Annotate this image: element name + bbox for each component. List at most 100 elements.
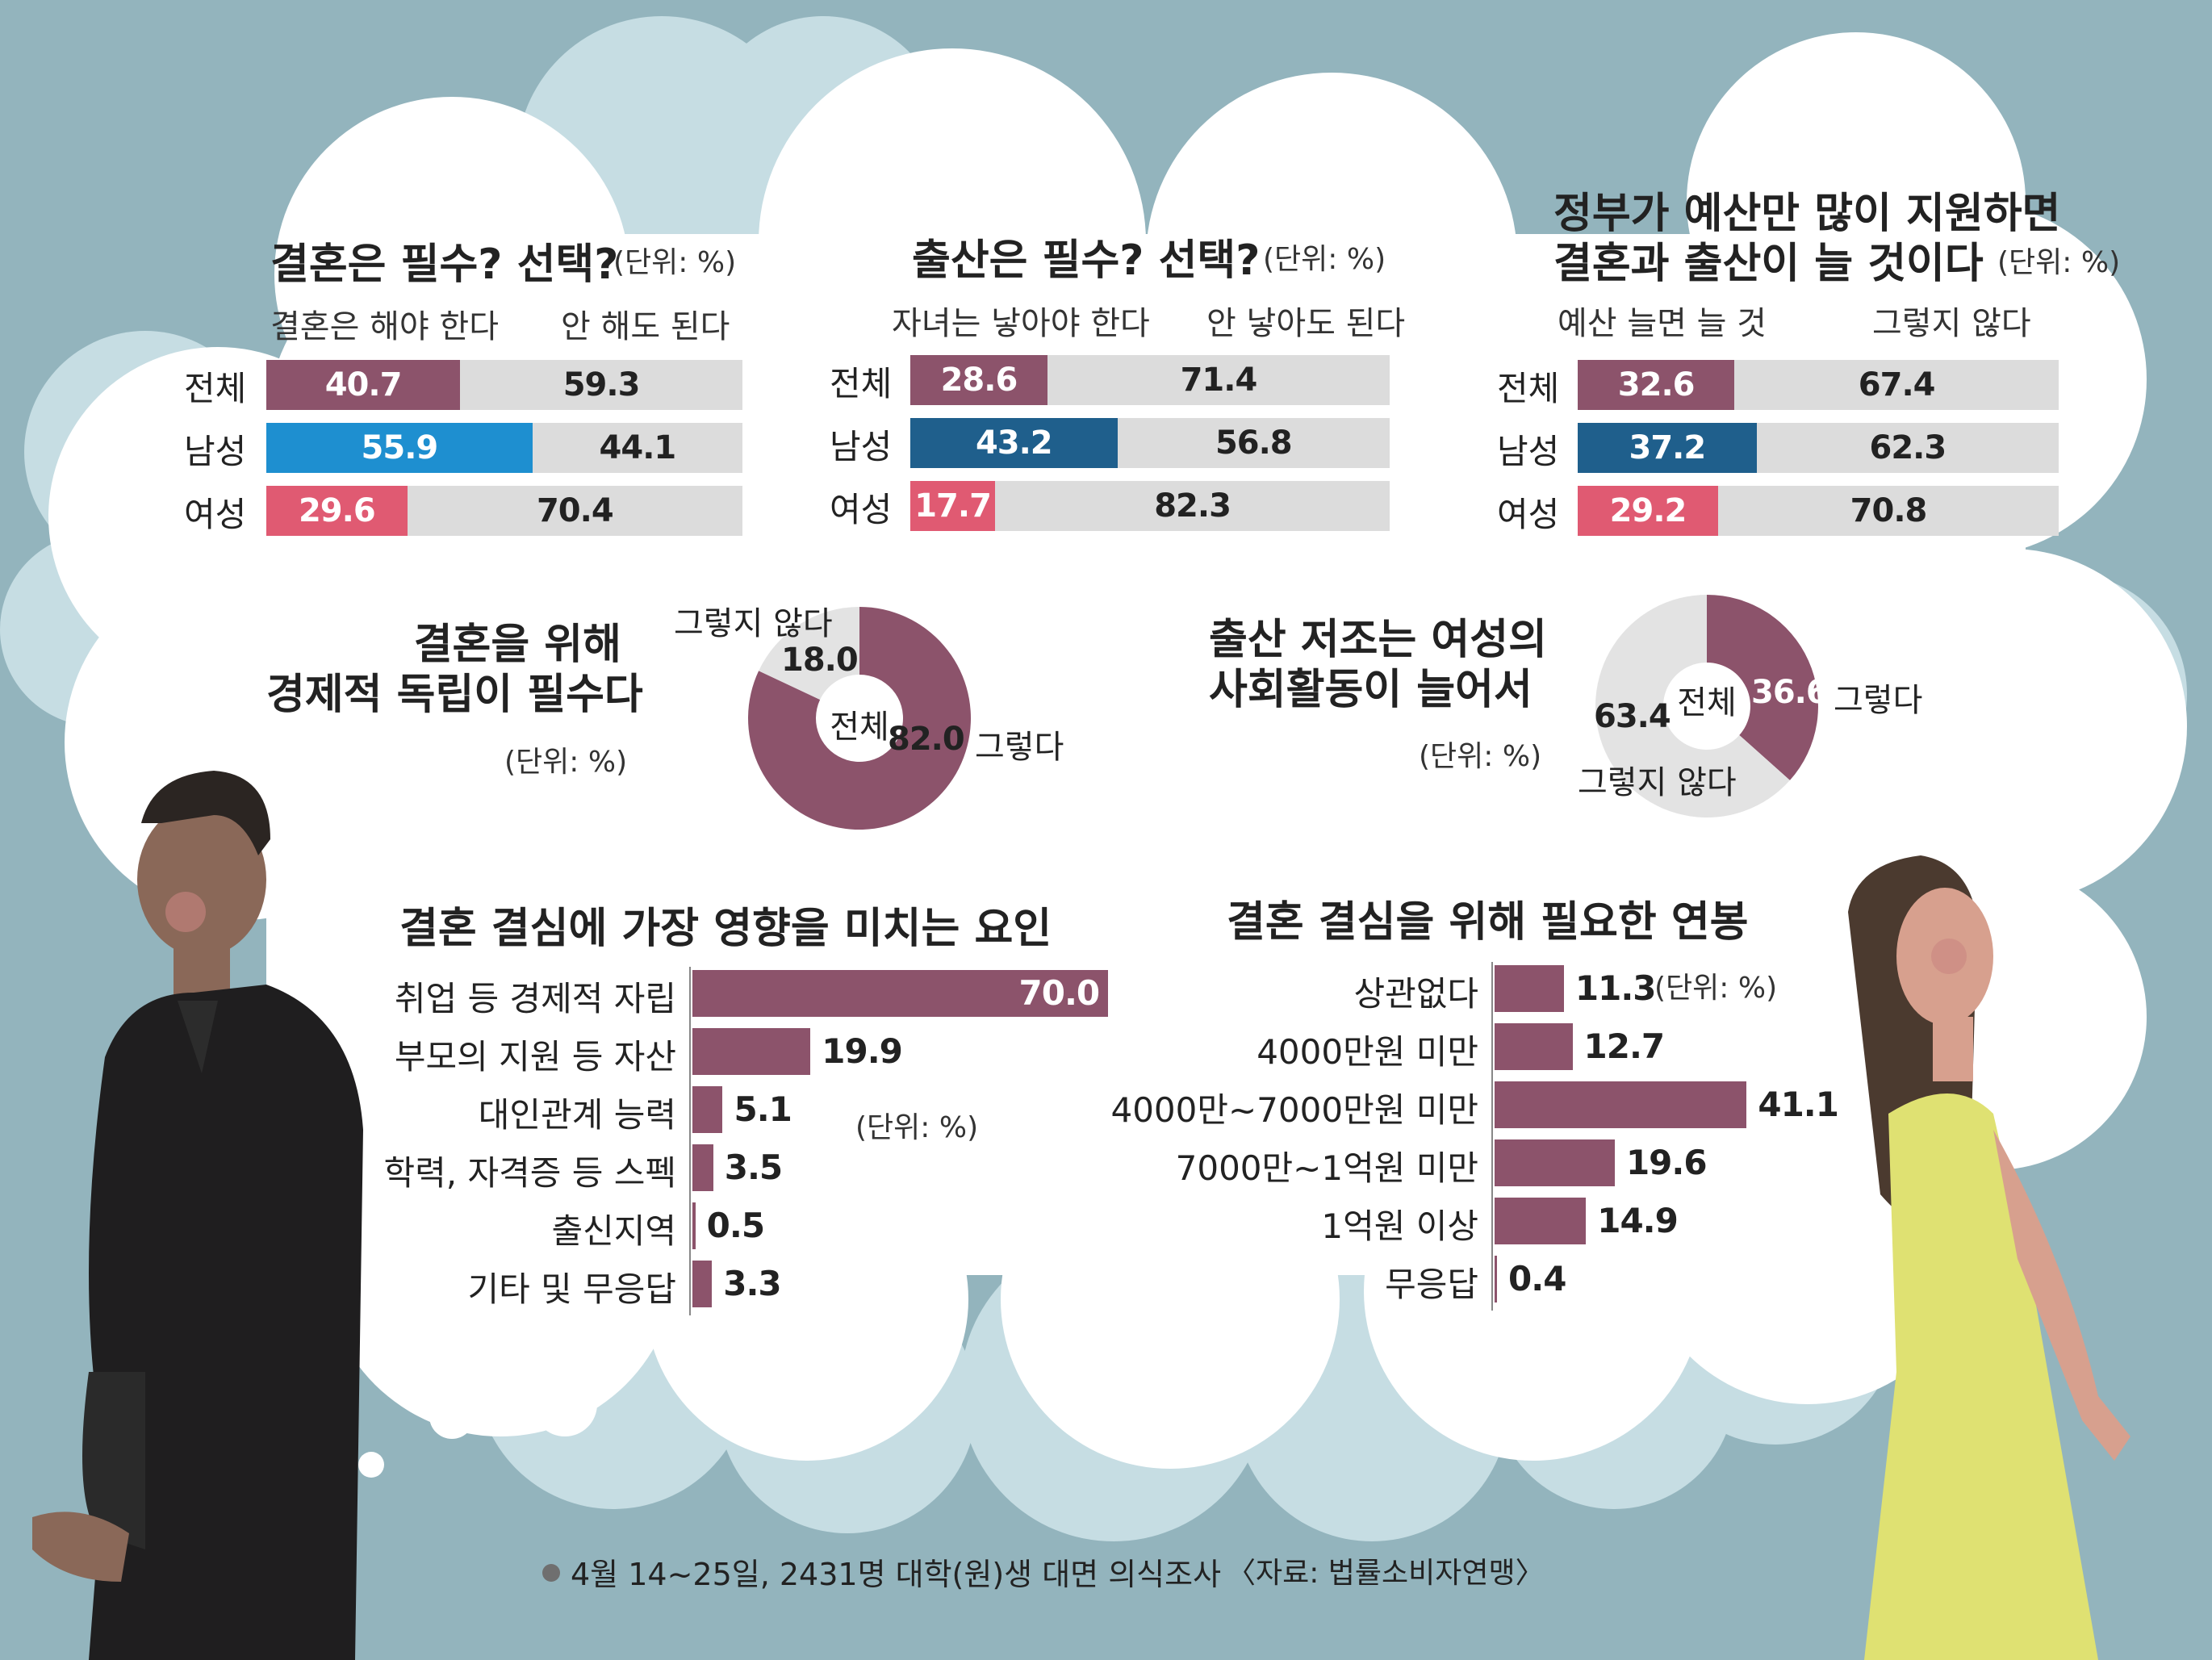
- chart3-title-line1: 정부가 예산만 많이 지원하면: [1553, 190, 2061, 238]
- remainder-value-0: 59.3: [562, 366, 641, 404]
- chart3-title-line2: 결혼과 출산이 늘 것이다: [1553, 240, 1984, 288]
- bar-label-1: 부모의 지원 등 자산: [394, 1037, 676, 1077]
- row-label-1: 남성: [1497, 432, 1560, 471]
- bar-track-0: 28.6 71.4: [910, 355, 1390, 405]
- bar-value-1: 19.9: [822, 1031, 903, 1071]
- donut1-no-label: 그렇지 않다: [674, 605, 833, 642]
- donut2-title-line1: 출산 저조는 여성의: [1209, 616, 1547, 664]
- man-illustration: [32, 771, 363, 1660]
- remainder-value-1: 44.1: [599, 429, 677, 466]
- chart2-series2-header: 안 낳아도 된다: [1206, 305, 1406, 342]
- salary-unit: (단위: %): [1654, 972, 1778, 1005]
- donut2-no-value: 63.4: [1594, 698, 1671, 735]
- donut2: [1595, 595, 1818, 817]
- remainder-value-2: 82.3: [1154, 487, 1231, 525]
- bar-track-1: 37.2 62.3: [1578, 423, 2059, 473]
- bar-value-2: 41.1: [1758, 1085, 1839, 1124]
- row-label-1: 남성: [830, 427, 893, 466]
- bar-label-2: 대인관계 능력: [478, 1095, 676, 1135]
- donut1-center-label: 전체: [830, 709, 889, 746]
- bar-label-5: 무응답: [1385, 1265, 1478, 1304]
- donut2-slice-no: [1595, 595, 1790, 817]
- bar-track-2: 29.6 70.4: [266, 486, 742, 536]
- footer-source: 〈자료: 법률소비자연맹〉: [1227, 1557, 1545, 1590]
- bar-track-0: 40.7 59.3: [266, 360, 742, 410]
- row-label-2: 여성: [1497, 495, 1560, 534]
- factors-title: 결혼 결심에 가장 영향을 미치는 요인: [399, 905, 1052, 953]
- bar-4: [1495, 1198, 1587, 1244]
- chart1-unit: (단위: %): [613, 246, 737, 279]
- bar-value-0: 11.3: [1574, 968, 1657, 1008]
- bar-fill-0: [266, 360, 461, 410]
- remainder-value-0: 71.4: [1180, 362, 1258, 399]
- bar-label-4: 1억원 이상: [1321, 1206, 1478, 1246]
- bar-value-2: 5.1: [734, 1089, 792, 1129]
- bar-label-0: 상관없다: [1353, 974, 1478, 1014]
- bar-value-2: 17.7: [914, 487, 992, 525]
- donut2-slice-yes: [1707, 595, 1818, 780]
- bar-label-3: 7000만~1억원 미만: [1175, 1148, 1478, 1188]
- bar-4: [692, 1202, 696, 1249]
- bar-0: [692, 970, 1108, 1017]
- axis-line: [689, 967, 691, 1315]
- bar-value-5: 3.3: [723, 1264, 781, 1303]
- donut2-center-label: 전체: [1677, 684, 1737, 721]
- donut1-yes-value: 82.0: [888, 721, 965, 758]
- donut2-yes-value: 36.6: [1751, 674, 1829, 711]
- donut2-unit: (단위: %): [1419, 740, 1542, 773]
- bar-track-1: 55.9 44.1: [266, 423, 742, 473]
- bar-fill-1: [1578, 423, 1757, 473]
- chart3-unit: (단위: %): [1997, 246, 2121, 279]
- bar-value-1: 43.2: [975, 424, 1053, 462]
- bar-2: [1495, 1081, 1747, 1128]
- bar-track-2: 17.7 82.3: [910, 481, 1390, 531]
- factors-unit: (단위: %): [855, 1111, 979, 1144]
- bar-1: [692, 1028, 811, 1075]
- remainder-value-1: 56.8: [1215, 424, 1293, 462]
- bar-track-0: 32.6 67.4: [1578, 360, 2059, 410]
- bar-3: [1495, 1139, 1615, 1186]
- bar-fill-2: [910, 481, 996, 531]
- remainder-value-1: 62.3: [1869, 429, 1946, 466]
- bar-value-2: 29.2: [1609, 492, 1687, 529]
- row-label-2: 여성: [184, 495, 247, 534]
- chart1-title: 결혼은 필수? 선택?: [270, 240, 619, 289]
- footer-survey: 4월 14~25일, 2431명 대학(원)생 대면 의식조사: [571, 1557, 1222, 1592]
- bar-label-2: 4000만~7000만원 미만: [1110, 1090, 1478, 1130]
- footer-bullet-icon: [542, 1564, 560, 1582]
- bar-label-1: 4000만원 미만: [1257, 1032, 1478, 1072]
- row-label-2: 여성: [830, 490, 893, 529]
- bar-1: [1495, 1023, 1573, 1070]
- donut1-title-line1: 결혼을 위해: [413, 621, 621, 669]
- bar-fill-2: [266, 486, 408, 536]
- donut1-slice-yes: [748, 607, 971, 830]
- donut1: [748, 607, 971, 830]
- bar-value-1: 37.2: [1629, 429, 1707, 466]
- bar-label-4: 출신지역: [551, 1211, 676, 1251]
- chart2-title: 출산은 필수? 선택?: [912, 236, 1261, 285]
- bar-value-4: 14.9: [1597, 1201, 1679, 1240]
- remainder-value-2: 70.4: [536, 492, 614, 529]
- bar-fill-1: [266, 423, 533, 473]
- donut1-yes-label: 그렇다: [975, 729, 1064, 766]
- remainder-value-0: 67.4: [1858, 366, 1936, 404]
- bar-track-1: 43.2 56.8: [910, 418, 1390, 468]
- chart3-series1-header: 예산 늘면 늘 것: [1558, 305, 1767, 342]
- bar-value-3: 3.5: [724, 1148, 783, 1187]
- bar-value-0: 28.6: [940, 362, 1018, 399]
- woman-illustration: [1848, 855, 2130, 1660]
- donut2-title-line2: 사회활동이 늘어서: [1209, 666, 1533, 714]
- donut1-no-value: 18.0: [781, 642, 859, 679]
- row-label-0: 전체: [184, 369, 247, 408]
- chart1-series2-header: 안 해도 된다: [561, 308, 730, 345]
- bar-value-3: 19.6: [1625, 1143, 1708, 1182]
- axis-line: [1491, 962, 1493, 1311]
- bar-value-4: 0.5: [706, 1206, 765, 1245]
- bar-value-5: 0.4: [1508, 1259, 1566, 1298]
- donut1-slice-no: [759, 607, 859, 700]
- row-label-0: 전체: [830, 364, 893, 404]
- bar-label-0: 취업 등 경제적 자립: [394, 979, 676, 1018]
- row-label-0: 전체: [1497, 369, 1560, 408]
- bar-fill-2: [1578, 486, 1719, 536]
